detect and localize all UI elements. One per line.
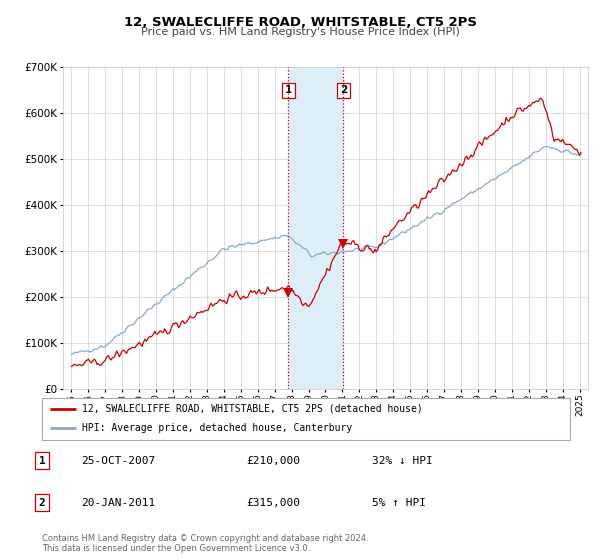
Text: Price paid vs. HM Land Registry's House Price Index (HPI): Price paid vs. HM Land Registry's House … [140, 27, 460, 37]
Text: 2: 2 [340, 85, 347, 95]
Text: 5% ↑ HPI: 5% ↑ HPI [372, 498, 426, 507]
Text: 25-OCT-2007: 25-OCT-2007 [81, 456, 155, 465]
Text: 12, SWALECLIFFE ROAD, WHITSTABLE, CT5 2PS: 12, SWALECLIFFE ROAD, WHITSTABLE, CT5 2P… [124, 16, 476, 29]
Text: £210,000: £210,000 [246, 456, 300, 465]
Text: 1: 1 [38, 456, 46, 465]
FancyBboxPatch shape [42, 398, 570, 440]
Text: HPI: Average price, detached house, Canterbury: HPI: Average price, detached house, Cant… [82, 423, 352, 433]
Text: 32% ↓ HPI: 32% ↓ HPI [372, 456, 433, 465]
Text: 20-JAN-2011: 20-JAN-2011 [81, 498, 155, 507]
Text: £315,000: £315,000 [246, 498, 300, 507]
Text: 1: 1 [285, 85, 292, 95]
Text: 2: 2 [38, 498, 46, 507]
Text: Contains HM Land Registry data © Crown copyright and database right 2024.
This d: Contains HM Land Registry data © Crown c… [42, 534, 368, 553]
Bar [289, 67, 343, 389]
Text: 12, SWALECLIFFE ROAD, WHITSTABLE, CT5 2PS (detached house): 12, SWALECLIFFE ROAD, WHITSTABLE, CT5 2P… [82, 404, 422, 414]
